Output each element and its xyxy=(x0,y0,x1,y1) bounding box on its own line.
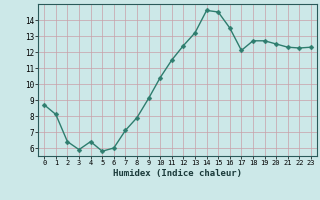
X-axis label: Humidex (Indice chaleur): Humidex (Indice chaleur) xyxy=(113,169,242,178)
